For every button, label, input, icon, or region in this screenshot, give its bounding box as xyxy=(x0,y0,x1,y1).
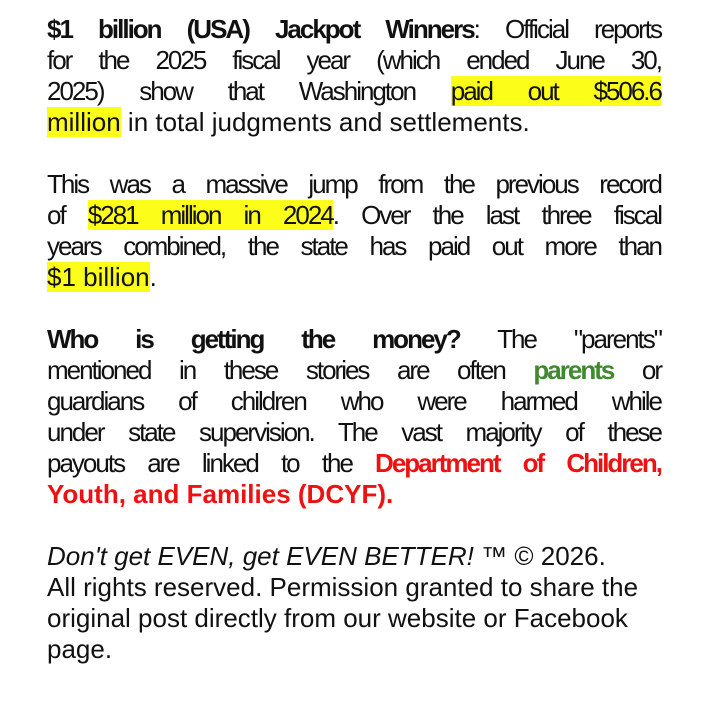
text-segment: for the 2025 fiscal year (which ended Ju… xyxy=(47,45,663,75)
text-segment: page. xyxy=(47,634,113,664)
text-segment: The "parents" xyxy=(459,324,663,354)
highlighted-text: $281 million in 2024 xyxy=(87,200,335,230)
text-segment: Don't get EVEN, get EVEN BETTER! xyxy=(47,541,474,571)
document-body: $1 billion (USA) Jackpot Winners: Offici… xyxy=(47,14,663,696)
text-line: Youth, and Families (DCYF). xyxy=(47,479,661,510)
text-segment: . xyxy=(149,262,157,292)
text-segment: All rights reserved. Permission granted … xyxy=(47,572,639,602)
text-line: Who is getting the money? The "parents" xyxy=(47,324,663,355)
text-line: guardians of children who were harmed wh… xyxy=(47,386,663,417)
text-segment: mentioned in these stories are often xyxy=(47,355,534,385)
text-line: years combined, the state has paid out m… xyxy=(47,231,663,262)
colored-emphasis-text: Department of Children, xyxy=(375,448,663,478)
text-line: million in total judgments and settlemen… xyxy=(47,107,661,138)
text-segment: guardians of children who were harmed wh… xyxy=(47,386,663,416)
text-segment: Who is getting the money? xyxy=(47,324,462,354)
highlighted-text: million xyxy=(47,107,121,137)
text-line: for the 2025 fiscal year (which ended Ju… xyxy=(47,45,663,76)
text-segment: ™ © 2026. xyxy=(473,541,606,571)
text-segment: 2025) show that Washington xyxy=(47,76,451,106)
text-line: payouts are linked to the Department of … xyxy=(47,448,663,479)
text-segment: : Official reports xyxy=(473,14,663,44)
text-segment: $1 billion (USA) Jackpot Winners xyxy=(47,14,476,44)
text-segment: or xyxy=(613,355,663,385)
highlighted-text: $1 billion xyxy=(47,262,150,292)
text-line: original post directly from our website … xyxy=(47,603,661,634)
text-segment: in total judgments and settlements. xyxy=(120,107,530,137)
text-segment: . Over the last three fiscal xyxy=(332,200,663,230)
text-line: of $281 million in 2024. Over the last t… xyxy=(47,200,663,231)
text-segment: years combined, the state has paid out m… xyxy=(47,231,663,261)
paragraph: Who is getting the money? The "parents" m… xyxy=(47,324,663,510)
paragraph: This was a massive jump from the previou… xyxy=(47,169,663,293)
highlighted-text: paid out $506.6 xyxy=(450,76,663,106)
text-segment: under state supervision. The vast majori… xyxy=(47,417,663,447)
text-segment: of xyxy=(47,200,88,230)
colored-emphasis-text: Youth, and Families (DCYF). xyxy=(47,479,394,509)
text-segment: original post directly from our website … xyxy=(47,603,628,633)
text-line: All rights reserved. Permission granted … xyxy=(47,572,661,603)
text-line: 2025) show that Washington paid out $506… xyxy=(47,76,663,107)
text-line: This was a massive jump from the previou… xyxy=(47,169,663,200)
text-line: mentioned in these stories are often par… xyxy=(47,355,663,386)
text-line: under state supervision. The vast majori… xyxy=(47,417,663,448)
text-line: Don't get EVEN, get EVEN BETTER! ™ © 202… xyxy=(47,541,661,572)
text-line: $1 billion (USA) Jackpot Winners: Offici… xyxy=(47,14,663,45)
colored-emphasis-text: parents xyxy=(533,355,615,385)
text-segment: payouts are linked to the xyxy=(47,448,376,478)
text-segment: This was a massive jump from the previou… xyxy=(47,169,663,199)
text-line: $1 billion. xyxy=(47,262,661,293)
paragraph: $1 billion (USA) Jackpot Winners: Offici… xyxy=(47,14,663,138)
paragraph: Don't get EVEN, get EVEN BETTER! ™ © 202… xyxy=(47,541,661,665)
text-line: page. xyxy=(47,634,661,665)
